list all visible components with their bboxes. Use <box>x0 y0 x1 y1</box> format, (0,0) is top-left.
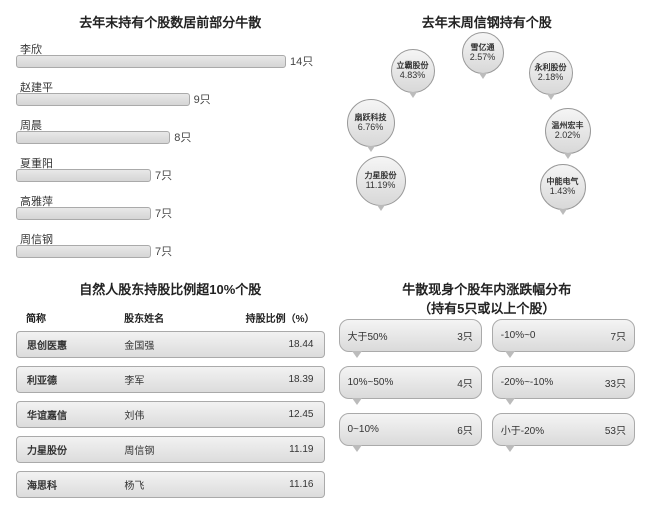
bubble-pct: 11.19% <box>366 180 396 191</box>
q4-title: 牛散现身个股年内涨跌幅分布 （持有5只或以上个股） <box>333 279 642 317</box>
bar-row: 李欣14只 <box>16 43 325 75</box>
table-row: 华谊嘉信刘伟12.45 <box>16 401 325 428</box>
cell-pct: 18.44 <box>219 339 314 350</box>
bubble-name: 力星股份 <box>365 171 397 181</box>
zhou-holdings-panel: 去年末周信钢持有个股 立霸股份4.83% 雪亿通2.57% 永利股份2.18% 扇跃科… <box>329 8 646 275</box>
range-lozenge: -10%~0 7只 <box>492 319 635 352</box>
cell-name: 利亚德 <box>27 372 124 387</box>
range-count: 7只 <box>610 328 626 343</box>
range-label: -10%~0 <box>501 330 536 341</box>
holding-bubble: 中能电气1.43% <box>540 164 586 210</box>
bar-fill <box>16 55 286 68</box>
q3-rows: 思创医惠金国强18.44 利亚德李军18.39 华谊嘉信刘伟12.45 力星股份周信钢… <box>16 331 325 498</box>
q4-subtitle: （持有5只或以上个股） <box>418 301 555 316</box>
bubble-name: 永利股份 <box>535 63 567 73</box>
over-10pct-panel: 自然人股东持股比例超10%个股 简称 股东姓名 持股比例（%） 思创医惠金国强1… <box>12 275 329 510</box>
table-row: 利亚德李军18.39 <box>16 366 325 393</box>
q3-title: 自然人股东持股比例超10%个股 <box>16 279 325 298</box>
cell-holder: 杨飞 <box>124 477 219 492</box>
bar-row: 高雅萍7只 <box>16 195 325 227</box>
table-row: 思创医惠金国强18.44 <box>16 331 325 358</box>
cell-name: 力星股份 <box>27 442 124 457</box>
top-holders-panel: 去年末持有个股数居前部分牛散 李欣14只赵建平9只周晨8只夏重阳7只高雅萍7只周… <box>12 8 329 275</box>
range-label: 大于50% <box>348 328 388 343</box>
q3-header: 简称 股东姓名 持股比例（%） <box>16 310 325 331</box>
bar-value: 7只 <box>155 205 172 221</box>
bubble-pct: 4.83% <box>400 70 426 81</box>
bar-row: 夏重阳7只 <box>16 157 325 189</box>
bar-value: 8只 <box>174 129 191 145</box>
bar-fill <box>16 245 151 258</box>
holding-bubble: 温州宏丰2.02% <box>545 108 591 154</box>
q2-title: 去年末周信钢持有个股 <box>333 12 642 31</box>
q4-lozenge-area: 大于50% 3只 10%~50% 4只 0~10% 6只 -10%~0 7只 -20%~-10… <box>333 319 642 446</box>
bar-value: 14只 <box>290 53 313 69</box>
q4-right-col: -10%~0 7只 -20%~-10% 33只小于-20% 53只 <box>492 319 635 446</box>
range-lozenge: 10%~50% 4只 <box>339 366 482 399</box>
bar-row: 赵建平9只 <box>16 81 325 113</box>
bubble-name: 温州宏丰 <box>552 121 584 131</box>
holding-bubble: 立霸股份4.83% <box>391 49 435 93</box>
table-row: 力星股份周信钢11.19 <box>16 436 325 463</box>
holding-bubble: 扇跃科技6.76% <box>347 99 395 147</box>
table-row: 海思科杨飞11.16 <box>16 471 325 498</box>
bubble-name: 雪亿通 <box>471 43 495 53</box>
cell-pct: 18.39 <box>219 374 314 385</box>
bar-row: 周信钢7只 <box>16 233 325 265</box>
bar-fill <box>16 207 151 220</box>
q4-left-col: 大于50% 3只 10%~50% 4只 0~10% 6只 <box>339 319 482 446</box>
bubble-pct: 6.76% <box>358 122 384 133</box>
range-label: 10%~50% <box>348 377 394 388</box>
q3-h3: 持股比例（%） <box>219 310 314 325</box>
range-count: 53只 <box>605 422 626 437</box>
range-lozenge: -20%~-10% 33只 <box>492 366 635 399</box>
bubble-pct: 1.43% <box>550 186 576 197</box>
bubble-name: 立霸股份 <box>397 61 429 71</box>
range-label: 0~10% <box>348 424 379 435</box>
bubble-pct: 2.18% <box>538 72 564 83</box>
range-label: 小于-20% <box>501 422 544 437</box>
bar-value: 9只 <box>194 91 211 107</box>
bubble-pct: 2.02% <box>555 130 581 141</box>
bar-fill <box>16 93 190 106</box>
range-count: 3只 <box>457 328 473 343</box>
cell-holder: 金国强 <box>124 337 219 352</box>
cell-pct: 11.16 <box>219 479 314 490</box>
cell-name: 华谊嘉信 <box>27 407 124 422</box>
range-lozenge: 小于-20% 53只 <box>492 413 635 446</box>
bar-value: 7只 <box>155 167 172 183</box>
range-count: 33只 <box>605 375 626 390</box>
bar-fill <box>16 131 170 144</box>
bar-row: 周晨8只 <box>16 119 325 151</box>
q2-bubble-area: 立霸股份4.83%雪亿通2.57%永利股份2.18%扇跃科技6.76%温州宏丰2… <box>333 43 642 223</box>
bubble-pct: 2.57% <box>470 52 496 63</box>
range-label: -20%~-10% <box>501 377 554 388</box>
cell-name: 海思科 <box>27 477 124 492</box>
range-lozenge: 大于50% 3只 <box>339 319 482 352</box>
cell-pct: 12.45 <box>219 409 314 420</box>
cell-name: 思创医惠 <box>27 337 124 352</box>
q1-bar-list: 李欣14只赵建平9只周晨8只夏重阳7只高雅萍7只周信钢7只 <box>16 43 325 265</box>
holding-bubble: 永利股份2.18% <box>529 51 573 95</box>
q1-title: 去年末持有个股数居前部分牛散 <box>16 12 325 31</box>
bar-fill <box>16 169 151 182</box>
bubble-name: 扇跃科技 <box>355 113 387 123</box>
bubble-name: 中能电气 <box>547 177 579 187</box>
cell-holder: 周信钢 <box>124 442 219 457</box>
bar-value: 7只 <box>155 243 172 259</box>
range-lozenge: 0~10% 6只 <box>339 413 482 446</box>
range-count: 6只 <box>457 422 473 437</box>
q3-h1: 简称 <box>26 310 124 325</box>
cell-pct: 11.19 <box>219 444 314 455</box>
range-count: 4只 <box>457 375 473 390</box>
cell-holder: 李军 <box>124 372 219 387</box>
q4-title-text: 牛散现身个股年内涨跌幅分布 <box>402 282 571 297</box>
return-dist-panel: 牛散现身个股年内涨跌幅分布 （持有5只或以上个股） 大于50% 3只 10%~50%… <box>329 275 646 510</box>
holding-bubble: 力星股份11.19% <box>356 156 406 206</box>
q3-h2: 股东姓名 <box>124 310 219 325</box>
cell-holder: 刘伟 <box>124 407 219 422</box>
holding-bubble: 雪亿通2.57% <box>462 32 504 74</box>
